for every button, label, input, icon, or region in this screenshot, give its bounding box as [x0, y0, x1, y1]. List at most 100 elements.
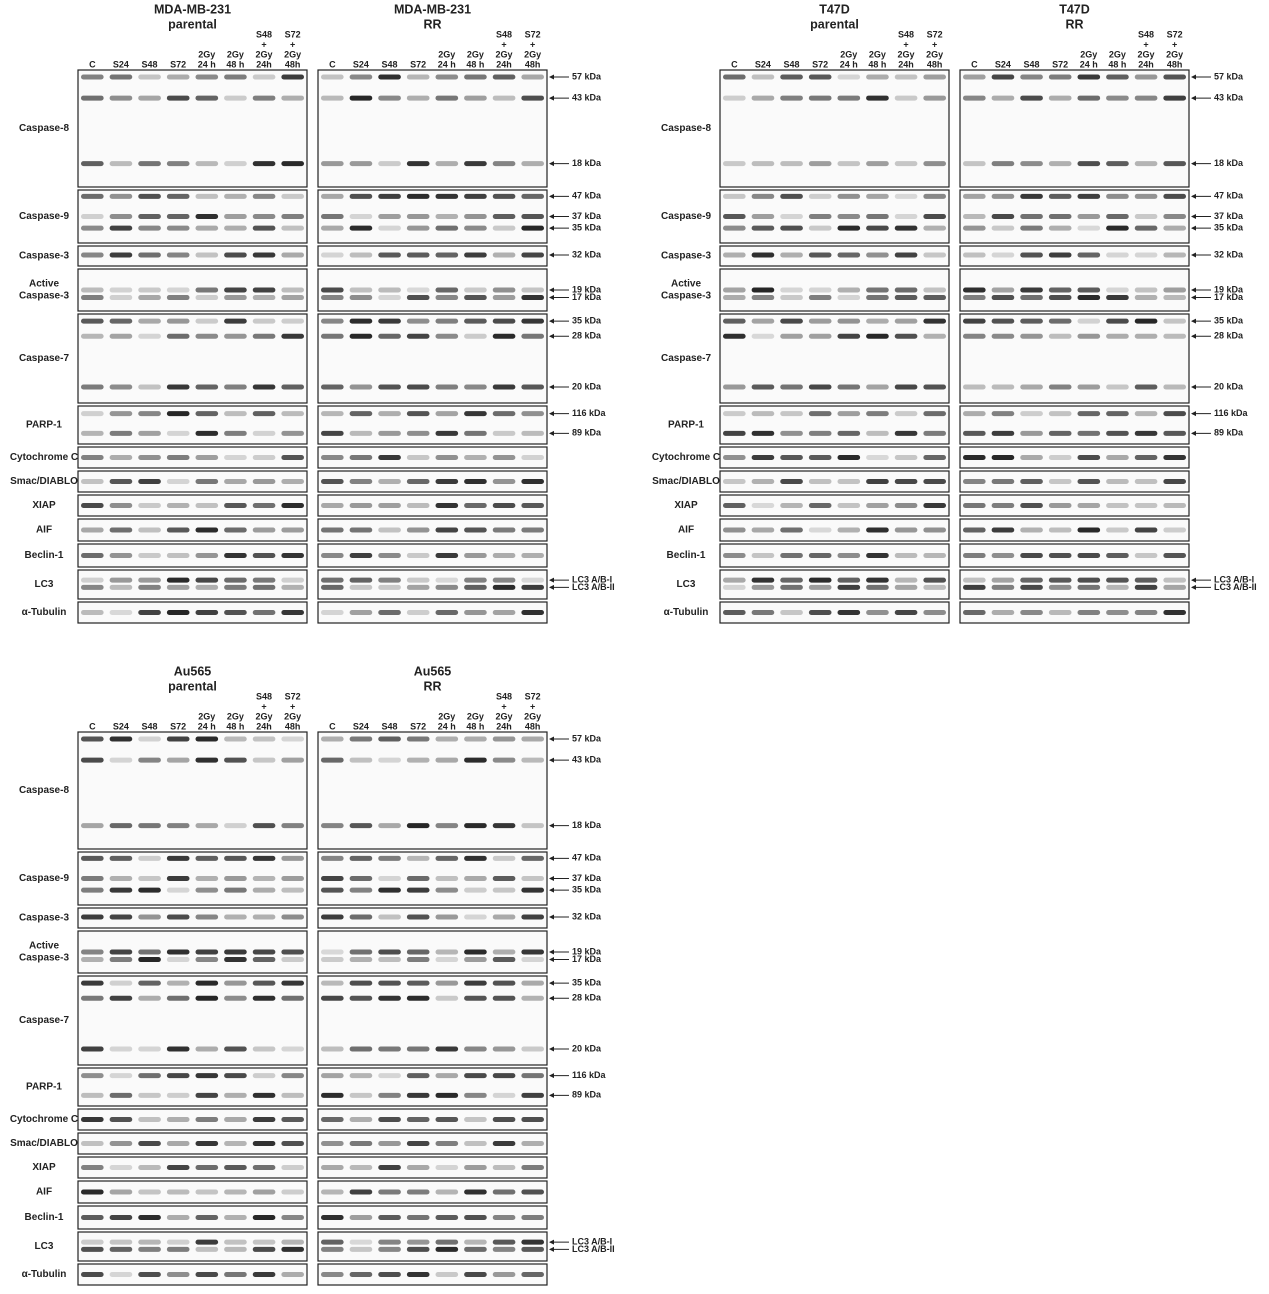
band [109, 1165, 133, 1170]
band [751, 479, 775, 484]
band [837, 584, 861, 590]
band [723, 584, 746, 590]
band [195, 914, 219, 920]
band [923, 161, 946, 167]
band [195, 1215, 219, 1220]
band [464, 503, 487, 508]
band [81, 736, 104, 742]
band [866, 384, 889, 390]
band [837, 295, 861, 301]
band [166, 527, 190, 533]
arrow-head [1191, 74, 1196, 80]
blot-frame [719, 494, 950, 517]
band [378, 855, 401, 861]
band [894, 295, 918, 301]
marker-label: 20 kDa [572, 1043, 602, 1053]
band [521, 503, 544, 508]
band [321, 411, 344, 417]
lane-label: S48 [1138, 29, 1154, 39]
band [435, 949, 459, 955]
arrow-head [549, 855, 554, 861]
band [464, 1246, 487, 1252]
lane-label: 2Gy [438, 49, 455, 59]
band [406, 553, 430, 558]
band [109, 1239, 133, 1245]
band [894, 252, 918, 258]
band [492, 455, 516, 460]
band [378, 1117, 401, 1122]
band [464, 577, 487, 583]
band [894, 553, 918, 558]
band [281, 949, 304, 955]
band [1048, 384, 1072, 390]
band [138, 1239, 161, 1245]
blot-panel [959, 518, 1190, 542]
lane-label: 24 h [840, 59, 858, 69]
arrow-head [1191, 577, 1196, 583]
band [991, 318, 1015, 324]
band [195, 1189, 219, 1195]
band [1077, 553, 1101, 558]
band [464, 479, 487, 484]
band [521, 1272, 544, 1277]
blot-panel [959, 405, 1190, 445]
arrow-head [549, 1092, 554, 1098]
band [1134, 503, 1158, 508]
band [378, 949, 401, 955]
blot-frame [77, 975, 308, 1066]
band [1163, 479, 1186, 484]
band [521, 1215, 544, 1220]
band [837, 193, 861, 199]
band [521, 479, 544, 484]
band [321, 949, 344, 955]
blot-panel [77, 907, 308, 929]
blot-panel [959, 569, 1190, 600]
band [1020, 503, 1043, 508]
lane-label: S72 [1052, 59, 1068, 69]
band [138, 161, 161, 167]
band [81, 610, 104, 615]
blot-frame [77, 1067, 308, 1107]
band [837, 161, 861, 167]
band [138, 1246, 161, 1252]
lane-label: 2Gy [1138, 49, 1155, 59]
blot-panel [317, 69, 548, 188]
band [808, 193, 832, 199]
blot-panel [77, 69, 308, 188]
band [224, 455, 247, 460]
row-label: Beclin-1 [25, 550, 64, 561]
band [521, 577, 544, 583]
band [521, 553, 544, 558]
lane-label: 2Gy [840, 49, 857, 59]
band [435, 914, 459, 920]
band [923, 214, 946, 219]
band [195, 610, 219, 615]
row-label: LC3 [677, 579, 696, 590]
band [464, 876, 487, 881]
band [435, 527, 459, 533]
band [195, 980, 219, 986]
band [923, 318, 946, 324]
lane-label: S72 [170, 59, 186, 69]
band [349, 887, 373, 893]
row-label: Caspase-3 [661, 251, 711, 262]
blot-frame [77, 1132, 308, 1155]
band [321, 295, 344, 301]
blot-panel [719, 470, 950, 493]
band [808, 161, 832, 167]
band [109, 430, 133, 436]
band [252, 855, 276, 861]
band [751, 95, 775, 101]
lane-label: S48 [256, 691, 272, 701]
band [866, 430, 889, 436]
blot-frame [77, 69, 308, 188]
band [281, 1073, 304, 1079]
band [224, 503, 247, 508]
band [281, 252, 304, 258]
band [349, 384, 373, 390]
band [991, 577, 1015, 583]
band [1106, 252, 1129, 258]
band [492, 1046, 516, 1052]
band [321, 584, 344, 590]
band [195, 287, 219, 293]
